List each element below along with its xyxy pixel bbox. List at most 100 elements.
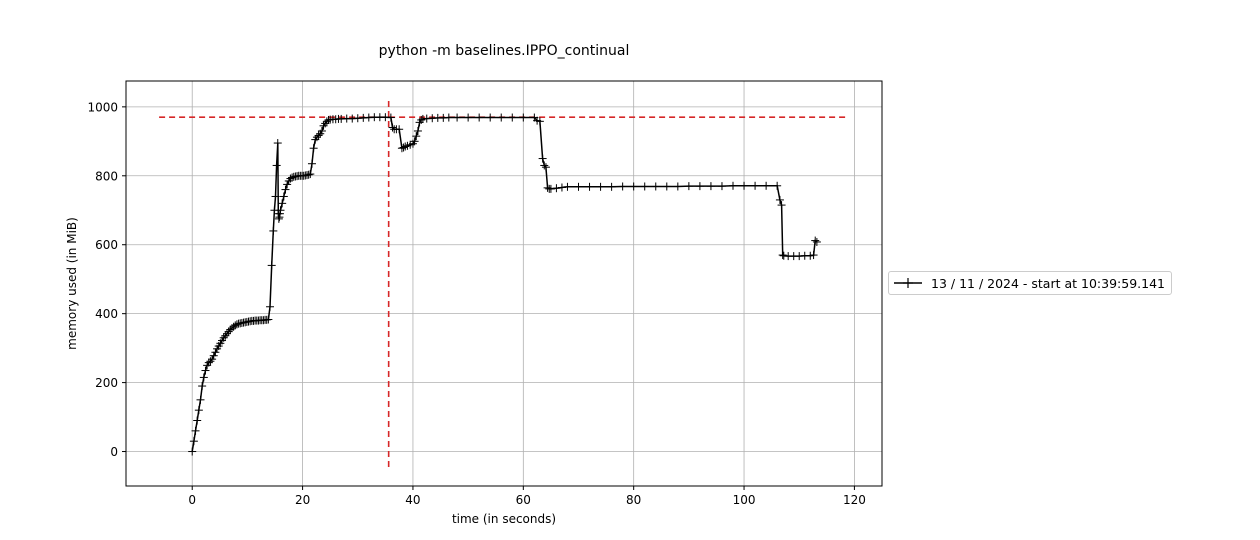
data-point-marker bbox=[267, 261, 276, 270]
data-point-marker bbox=[219, 333, 228, 342]
data-point-marker bbox=[271, 192, 280, 201]
x-tick-label: 60 bbox=[516, 493, 531, 507]
legend-label: 13 / 11 / 2024 - start at 10:39:59.141 bbox=[931, 275, 1165, 291]
data-point-marker bbox=[279, 192, 288, 201]
data-point-marker bbox=[751, 181, 760, 190]
series-layer bbox=[188, 113, 821, 456]
data-point-marker bbox=[740, 181, 749, 190]
data-point-marker bbox=[314, 131, 323, 140]
data-point-marker bbox=[232, 320, 241, 329]
y-axis-label: memory used (in MiB) bbox=[65, 217, 79, 350]
data-point-marker bbox=[596, 182, 605, 191]
data-point-marker bbox=[540, 161, 549, 170]
data-point-marker bbox=[266, 302, 275, 311]
data-point-marker bbox=[811, 236, 820, 245]
data-point-marker bbox=[464, 113, 473, 122]
data-point-marker bbox=[662, 182, 671, 191]
legend: 13 / 11 / 2024 - start at 10:39:59.141 bbox=[888, 271, 1172, 295]
data-point-marker bbox=[206, 357, 215, 366]
data-point-marker bbox=[775, 195, 784, 204]
x-tick-label: 0 bbox=[188, 493, 196, 507]
data-point-marker bbox=[399, 143, 408, 152]
data-point-marker bbox=[224, 327, 233, 336]
data-point-marker bbox=[552, 184, 561, 193]
data-point-marker bbox=[231, 321, 240, 330]
data-point-marker bbox=[535, 117, 544, 126]
data-point-marker bbox=[618, 182, 627, 191]
data-point-marker bbox=[269, 226, 278, 235]
legend-swatch bbox=[894, 278, 922, 288]
data-point-marker bbox=[397, 144, 406, 153]
y-tick-label: 0 bbox=[110, 445, 118, 459]
data-point-marker bbox=[684, 182, 693, 191]
data-point-marker bbox=[809, 251, 818, 260]
data-point-marker bbox=[193, 416, 202, 425]
reference-lines bbox=[159, 99, 849, 468]
data-point-marker bbox=[317, 126, 326, 135]
data-point-marker bbox=[208, 355, 217, 364]
data-point-marker bbox=[272, 161, 281, 170]
data-point-marker bbox=[281, 185, 290, 194]
data-point-marker bbox=[306, 170, 315, 179]
data-point-marker bbox=[278, 199, 287, 208]
plot-frame bbox=[125, 80, 883, 487]
data-point-marker bbox=[413, 126, 422, 135]
data-point-marker bbox=[453, 113, 462, 122]
series-line bbox=[191, 116, 818, 452]
x-tick-label: 40 bbox=[405, 493, 420, 507]
data-point-marker bbox=[519, 113, 528, 122]
data-point-marker bbox=[695, 182, 704, 191]
data-point-marker bbox=[773, 181, 782, 190]
data-point-marker bbox=[640, 182, 649, 191]
data-point-marker bbox=[209, 351, 218, 360]
data-point-marker bbox=[541, 163, 550, 172]
data-point-marker bbox=[309, 144, 318, 153]
x-tick-label: 20 bbox=[295, 493, 310, 507]
data-point-marker bbox=[196, 395, 205, 404]
data-point-marker bbox=[401, 142, 410, 151]
data-point-marker bbox=[706, 182, 715, 191]
data-point-marker bbox=[322, 117, 331, 126]
data-point-marker bbox=[585, 182, 594, 191]
data-point-marker bbox=[546, 184, 555, 193]
data-point-marker bbox=[717, 182, 726, 191]
data-point-marker bbox=[188, 447, 197, 456]
chart-title: python -m baselines.IPPO_continual bbox=[379, 43, 630, 59]
data-point-marker bbox=[204, 358, 213, 367]
x-tick-label: 80 bbox=[626, 493, 641, 507]
data-point-marker bbox=[276, 206, 285, 215]
y-tick-label: 400 bbox=[95, 307, 118, 321]
data-point-marker bbox=[201, 366, 210, 375]
data-point-marker bbox=[283, 180, 292, 189]
data-point-marker bbox=[386, 113, 395, 122]
data-point-marker bbox=[629, 182, 638, 191]
data-point-marker bbox=[288, 173, 297, 182]
data-point-marker bbox=[563, 182, 572, 191]
x-axis-label: time (in seconds) bbox=[452, 512, 556, 526]
data-point-marker bbox=[557, 183, 566, 192]
data-point-marker bbox=[275, 209, 284, 218]
grid bbox=[126, 81, 882, 486]
data-point-marker bbox=[574, 182, 583, 191]
data-point-marker bbox=[762, 181, 771, 190]
data-point-marker bbox=[475, 113, 484, 122]
data-point-marker bbox=[497, 113, 506, 122]
data-point-marker bbox=[778, 251, 787, 260]
x-tick-label: 120 bbox=[843, 493, 866, 507]
data-point-marker bbox=[198, 382, 207, 391]
data-point-marker bbox=[312, 133, 321, 142]
data-point-marker bbox=[222, 329, 231, 338]
data-point-marker bbox=[607, 182, 616, 191]
data-point-marker bbox=[307, 159, 316, 168]
data-point-marker bbox=[194, 406, 203, 415]
data-point-marker bbox=[275, 213, 284, 222]
data-point-marker bbox=[651, 182, 660, 191]
data-point-marker bbox=[543, 183, 552, 192]
y-tick-label: 800 bbox=[95, 169, 118, 183]
y-tick-label: 1000 bbox=[87, 100, 118, 114]
data-point-marker bbox=[189, 437, 198, 446]
x-tick-label: 100 bbox=[733, 493, 756, 507]
data-point-marker bbox=[264, 315, 273, 324]
